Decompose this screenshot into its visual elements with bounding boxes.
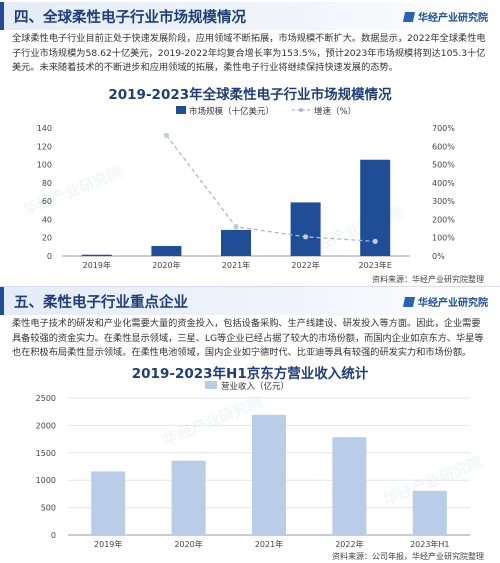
y-tick-label: 1000: [36, 476, 56, 485]
y-tick-label: 140: [37, 124, 52, 133]
y-tick-label: 2500: [36, 394, 56, 403]
x-tick-label: 2019年: [83, 260, 111, 270]
x-tick-label: 2020年: [152, 260, 180, 270]
x-tick-label: 2021年: [222, 260, 250, 270]
growth-point: [303, 234, 309, 240]
brand-label: 华经产业研究院: [402, 9, 488, 24]
bar: [171, 460, 206, 535]
legend-label-revenue: 营业收入（亿元）: [221, 381, 289, 392]
y-tick-label: 80: [42, 179, 52, 188]
y-tick-label: 60: [42, 197, 52, 206]
y2-tick-label: 400%: [432, 179, 455, 188]
y2-tick-label: 300%: [432, 197, 455, 206]
growth-point: [163, 132, 169, 138]
brand-logo-icon: [402, 11, 416, 22]
x-tick-label: 2023年H1: [410, 539, 449, 549]
y-tick-label: 500: [41, 504, 56, 513]
bar: [81, 254, 112, 256]
y2-tick-label: 200%: [432, 215, 455, 224]
market-size-chart: 市场规模（十亿美元） 增速（%） 0 20 40 60 80 100 120 140 0% 100% 2…: [37, 106, 455, 270]
y-tick-label: 0: [47, 252, 52, 261]
growth-point: [233, 224, 239, 230]
section-title: 五、柔性电子行业重点企业: [14, 295, 188, 311]
bar: [412, 490, 447, 535]
legend-marker-growth: [299, 108, 303, 112]
bar: [151, 246, 182, 256]
bar: [252, 414, 286, 535]
y2-tick-label: 100%: [432, 234, 455, 243]
brand-logo-icon: [402, 296, 416, 307]
y-tick-label: 20: [42, 234, 52, 243]
growth-point: [372, 238, 378, 244]
y-tick-label: 0: [51, 531, 56, 540]
y-tick-label: 100: [37, 161, 52, 170]
x-tick-label: 2021年: [255, 539, 283, 549]
y2-tick-label: 0%: [432, 252, 445, 261]
section-header-market-size: 四、全球柔性电子行业市场规模情况 华经产业研究院: [0, 2, 500, 30]
x-tick-label: 2020年: [174, 539, 202, 549]
y-tick-label: 1500: [36, 449, 56, 458]
section-header-key-companies: 五、柔性电子行业重点企业 华经产业研究院: [0, 287, 500, 315]
section-paragraph: 全球柔性电子行业目前正处于快速发展阶段，应用领域不断拓展，市场规模不断扩大。数据…: [12, 33, 486, 74]
brand-name: 华经产业研究院: [418, 13, 488, 24]
y-tick-label: 2000: [36, 421, 56, 430]
bar: [290, 202, 321, 256]
legend-label-growth: 增速（%）: [314, 106, 356, 117]
x-tick-label: 2022年: [335, 539, 363, 549]
source-note: 资料来源：华经产业研究院整理: [372, 275, 484, 284]
growth-line: [165, 134, 376, 243]
chart-title: 2019-2023年全球柔性电子行业市场规模情况: [108, 87, 392, 103]
y2-tick-label: 700%: [432, 124, 455, 133]
brand-name: 华经产业研究院: [418, 298, 488, 309]
section-paragraph: 柔性电子技术的研发和产业化需要大量的资金投入，包括设备采购、生产线建设、研发投入…: [12, 318, 484, 359]
brand-label: 华经产业研究院: [402, 294, 488, 309]
x-tick-label: 2022年: [291, 260, 319, 270]
y-tick-label: 120: [37, 142, 52, 151]
x-tick-label: 2019年: [94, 539, 122, 549]
legend-swatch-market-size: [176, 106, 186, 114]
y2-tick-label: 500%: [432, 161, 455, 170]
bar: [332, 437, 367, 535]
revenue-chart: 营业收入（亿元） 0 500 1000 1500 2000 2500 2019年 2020年 20…: [36, 381, 470, 549]
y-tick-label: 40: [42, 215, 52, 224]
legend-label-market-size: 市场规模（十亿美元）: [189, 106, 274, 117]
source-note: 资料来源：公司年报，华经产业研究院整理: [332, 552, 484, 561]
chart-title: 2019-2023年H1京东方营业收入统计: [131, 366, 369, 382]
section-title: 四、全球柔性电子行业市场规模情况: [14, 10, 246, 26]
bar: [91, 471, 126, 535]
divider: [0, 286, 500, 287]
y2-tick-label: 600%: [432, 142, 455, 151]
bar: [221, 229, 251, 256]
x-tick-label: 2023年E: [358, 260, 391, 270]
legend-swatch-revenue: [205, 381, 217, 389]
